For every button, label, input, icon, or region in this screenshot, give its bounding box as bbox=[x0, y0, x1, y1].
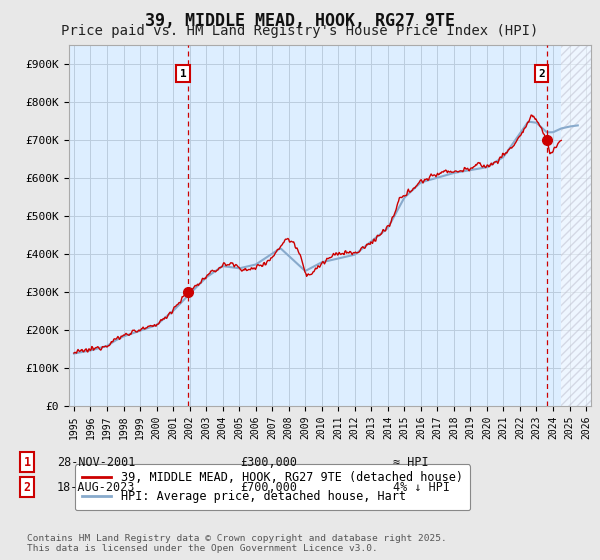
Text: 39, MIDDLE MEAD, HOOK, RG27 9TE: 39, MIDDLE MEAD, HOOK, RG27 9TE bbox=[145, 12, 455, 30]
Text: Contains HM Land Registry data © Crown copyright and database right 2025.
This d: Contains HM Land Registry data © Crown c… bbox=[27, 534, 447, 553]
Text: 1: 1 bbox=[180, 69, 187, 79]
Bar bbox=[561, 45, 591, 406]
Text: 1: 1 bbox=[23, 455, 31, 469]
Text: 2: 2 bbox=[538, 69, 545, 79]
Legend: 39, MIDDLE MEAD, HOOK, RG27 9TE (detached house), HPI: Average price, detached h: 39, MIDDLE MEAD, HOOK, RG27 9TE (detache… bbox=[75, 464, 470, 510]
Text: 28-NOV-2001: 28-NOV-2001 bbox=[57, 455, 136, 469]
Text: 4% ↓ HPI: 4% ↓ HPI bbox=[393, 480, 450, 494]
Text: 18-AUG-2023: 18-AUG-2023 bbox=[57, 480, 136, 494]
Text: £700,000: £700,000 bbox=[240, 480, 297, 494]
Text: Price paid vs. HM Land Registry's House Price Index (HPI): Price paid vs. HM Land Registry's House … bbox=[61, 24, 539, 38]
Text: £300,000: £300,000 bbox=[240, 455, 297, 469]
Text: ≈ HPI: ≈ HPI bbox=[393, 455, 428, 469]
Text: 2: 2 bbox=[23, 480, 31, 494]
